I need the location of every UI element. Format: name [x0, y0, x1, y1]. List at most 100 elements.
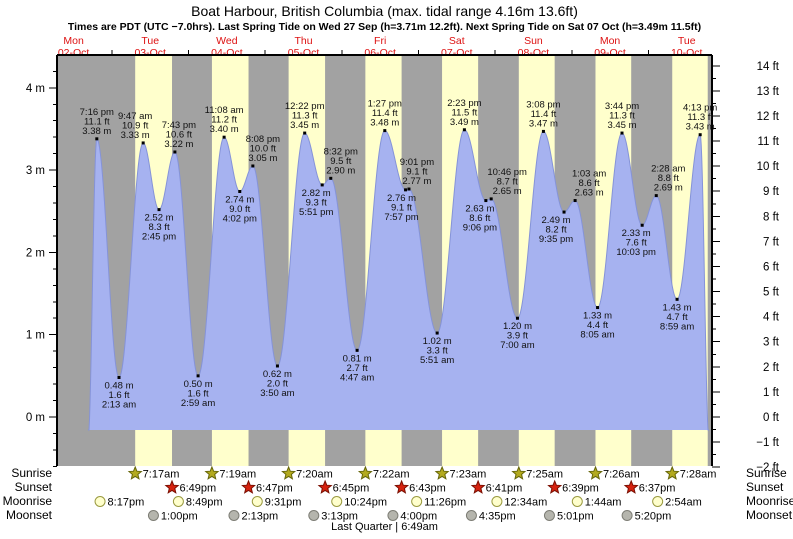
day-date: 05-Oct	[287, 46, 320, 59]
tide-annotation: 1.20 m 3.9 ft 7:00 am	[500, 321, 534, 351]
sunset-time: 6:41pm	[486, 483, 523, 495]
sunrise-time: 7:25am	[526, 469, 563, 481]
sunrise-star-icon	[434, 465, 450, 480]
moonrise-circle-icon	[331, 496, 343, 507]
sunset-row-label-right: Sunset	[746, 480, 784, 494]
tide-point-dot	[515, 316, 519, 320]
moonset-time: 4:00pm	[400, 511, 437, 523]
y-axis-label-left: 2 m	[26, 247, 45, 259]
day-date: 09-Oct	[594, 46, 626, 59]
right-axis: −2 ft −1 ft 0 ft 1 ft 2 ft 3 ft 4 ft 5 ft 6 ft 7 …	[711, 55, 780, 474]
moonrise-time: 8:17pm	[108, 497, 145, 509]
sunrise-star-icon	[357, 465, 373, 480]
tide-point-dot	[562, 210, 566, 214]
tide-area	[87, 129, 710, 430]
moonset-circle-icon	[308, 510, 320, 521]
day-label: Wed 04-Oct	[187, 35, 267, 59]
tide-annotation: 1.43 m 4.7 ft 8:59 am	[660, 302, 694, 332]
y-axis-label-right: 3 ft	[763, 337, 780, 349]
sunrise-star-icon	[511, 465, 527, 480]
tide-annotation: 4:13 pm 11.3 ft 3.43 m	[683, 103, 717, 133]
tide-point-dot	[404, 188, 408, 192]
day-name: Sun	[524, 35, 543, 47]
tide-point-dot	[698, 133, 702, 137]
tide-annotation: 2.82 m 9.3 ft 5:51 pm	[299, 188, 333, 218]
day-date: 03-Oct	[134, 46, 166, 59]
sunrise-time: 7:20am	[296, 469, 333, 481]
y-axis-label-right: 13 ft	[757, 86, 780, 98]
y-axis-label-left: 1 m	[26, 330, 45, 342]
moonset-circle-icon	[621, 510, 633, 521]
y-axis-label-right: 5 ft	[763, 287, 780, 299]
y-axis-label-right: −2 ft	[756, 462, 780, 474]
moonrise-time: 8:49pm	[186, 497, 223, 509]
tide-point-dot	[462, 128, 466, 132]
moonrise-circle-icon	[411, 496, 423, 507]
day-name: Mon	[63, 35, 84, 47]
sunset-time: 6:37pm	[639, 483, 676, 495]
day-name: Fri	[374, 35, 387, 47]
moonrise-time: 10:24pm	[344, 497, 387, 509]
moonset-circle-icon	[543, 510, 555, 521]
day-label: Sat 07-Oct	[417, 35, 497, 59]
tide-point-dot	[157, 208, 161, 212]
y-axis-label-right: 9 ft	[763, 186, 780, 198]
moonrise-circle-icon	[172, 496, 184, 507]
day-date: 07-Oct	[441, 46, 473, 59]
y-axis-label-right: 10 ft	[757, 161, 780, 173]
day-label: Mon 09-Oct	[570, 35, 650, 59]
sunset-star-icon	[164, 479, 180, 494]
sunrise-time: 7:19am	[219, 469, 256, 481]
tide-point-dot	[141, 141, 145, 145]
day-name: Sat	[448, 35, 465, 47]
sunrise-time: 7:28am	[680, 469, 717, 481]
day-name: Mon	[599, 35, 621, 47]
moonrise-time: 9:31pm	[265, 497, 302, 509]
tide-point-dot	[620, 131, 624, 135]
y-axis-label-right: 11 ft	[757, 136, 779, 148]
sunset-star-icon	[394, 479, 410, 494]
left-axis: 0 m 1 m 2 m 3 m 4 m	[26, 55, 58, 467]
sunrise-star-icon	[281, 465, 297, 480]
moonrise-time: 2:54am	[665, 497, 702, 509]
tide-annotation: 0.81 m 2.7 ft 4:47 am	[340, 353, 374, 383]
tide-point-dot	[173, 150, 177, 154]
moonset-time: 2:13pm	[241, 511, 278, 523]
day-name: Wed	[216, 35, 238, 47]
moonset-circle-icon	[465, 510, 477, 521]
sunrise-star-icon	[664, 465, 680, 480]
tide-annotation: 1:27 pm 11.4 ft 3.48 m	[368, 99, 402, 129]
day-label: Thu 05-Oct	[264, 35, 344, 59]
page-title: Boat Harbour, British Columbia (max. tid…	[191, 3, 578, 19]
tide-annotation: 1.02 m 3.3 ft 5:51 am	[420, 336, 454, 366]
tide-annotation: 0.48 m 1.6 ft 2:13 am	[102, 380, 136, 410]
day-date: 02-Oct	[57, 46, 90, 59]
y-axis-label-right: 4 ft	[763, 312, 780, 324]
tide-annotation: 2.74 m 9.0 ft 4:02 pm	[223, 194, 257, 224]
y-axis-label-right: 6 ft	[763, 261, 780, 273]
tide-point-dot	[251, 164, 255, 168]
day-date: 08-Oct	[517, 46, 550, 59]
moonset-circle-icon	[147, 510, 159, 521]
day-name: Thu	[294, 35, 313, 47]
sunset-time: 6:43pm	[409, 483, 446, 495]
day-label: Mon 02-Oct	[34, 35, 114, 59]
tide-point-dot	[320, 183, 324, 187]
tide-annotation: 12:22 pm 11.3 ft 3.45 m	[285, 101, 325, 131]
day-label: Tue 03-Oct	[110, 35, 190, 59]
moonset-time: 4:35pm	[479, 511, 516, 523]
sun-moon-rows: 7:17am 7:19am 7:20am 7:22am 7:23am 7:25am 7:26…	[94, 465, 717, 523]
tide-annotation: 0.62 m 2.0 ft 3:50 am	[260, 369, 294, 399]
tide-point-dot	[196, 374, 200, 378]
y-axis-label-left: 4 m	[26, 83, 45, 95]
tide-annotation: 9:01 pm 9.1 ft 2.77 m	[400, 157, 434, 187]
sunset-star-icon	[547, 479, 563, 494]
sunset-star-icon	[241, 479, 256, 494]
tide-annotation: 0.50 m 1.6 ft 2:59 am	[181, 379, 215, 409]
tide-point-dot	[355, 348, 359, 352]
tide-point-dot	[640, 223, 644, 227]
moonset-row-label-right: Moonset	[746, 508, 793, 522]
moonset-time: 1:00pm	[161, 511, 198, 523]
moonset-time: 5:20pm	[635, 511, 672, 523]
top-axis	[57, 50, 712, 56]
